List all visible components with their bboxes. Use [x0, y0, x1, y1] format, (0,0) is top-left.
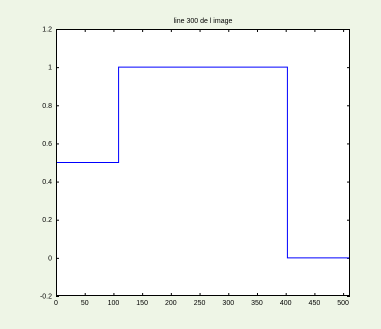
y-tick-label: 0.8: [42, 103, 52, 110]
x-tick-label: 0: [54, 300, 58, 307]
y-tick-label: 0.6: [42, 141, 52, 148]
series-layer: [56, 66, 350, 259]
x-tick-label: 450: [309, 300, 321, 307]
y-tick-label: 0: [48, 255, 52, 262]
chart-title: line 300 de l image: [174, 18, 233, 25]
y-tick-label: -0.2: [40, 294, 52, 301]
axes-frame: [56, 29, 350, 296]
x-tick-label: 400: [280, 300, 292, 307]
y-tick-label: 0.2: [42, 217, 52, 224]
x-tick-label: 200: [165, 300, 177, 307]
x-tick-label: 250: [194, 300, 206, 307]
x-tick-label: 350: [251, 300, 263, 307]
series-line: [56, 66, 350, 259]
y-tick-label: 1: [48, 65, 52, 72]
x-tick-label: 100: [108, 300, 120, 307]
y-tick-label: 0.4: [42, 179, 52, 186]
x-tick-label: 300: [222, 300, 234, 307]
x-tick-label: 50: [81, 300, 89, 307]
x-tick-label: 150: [136, 300, 148, 307]
y-tick-label: 1.2: [42, 27, 52, 34]
x-tick-label: 500: [337, 300, 349, 307]
